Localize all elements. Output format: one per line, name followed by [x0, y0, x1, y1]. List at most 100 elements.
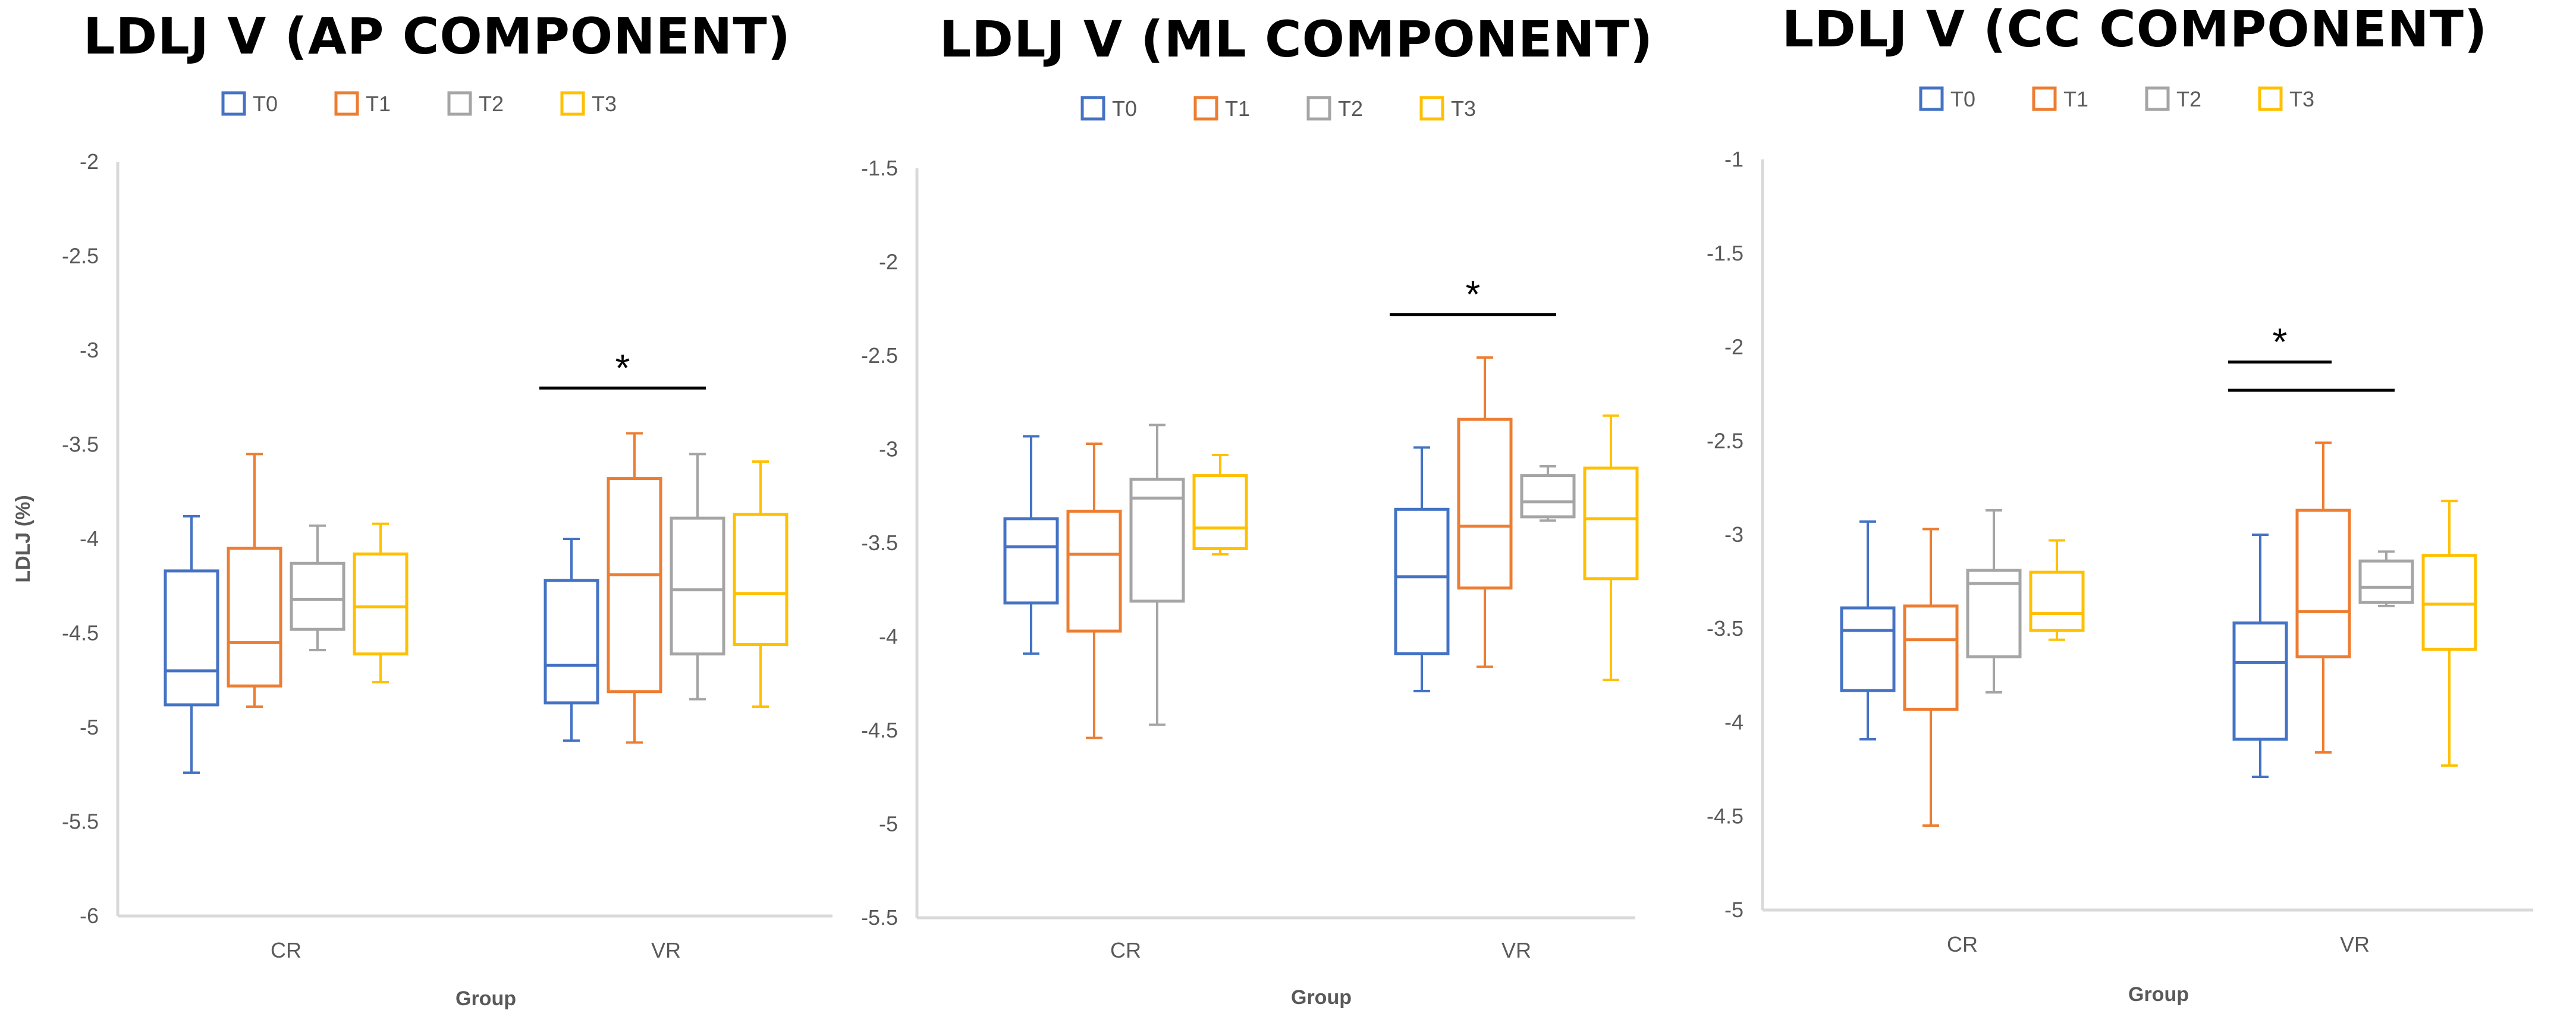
- chart-title: LDLJ V (AP COMPONENT): [83, 7, 791, 65]
- y-tick-label: -6: [80, 903, 99, 928]
- box-t3-vr: [2421, 500, 2477, 767]
- box-t2-vr: [2358, 550, 2414, 607]
- legend-label-t0: T0: [1950, 87, 1975, 111]
- y-tick-label: -5: [879, 812, 898, 836]
- significance-star: *: [1466, 273, 1481, 316]
- box-iqr: [1394, 507, 1450, 655]
- significance-star: *: [2273, 321, 2288, 363]
- box-t0-cr: [1840, 520, 1896, 741]
- box-t0-cr: [1003, 435, 1059, 655]
- y-tick-label: -4.5: [861, 718, 898, 742]
- legend-swatch-t0: [1919, 86, 1944, 111]
- box-iqr: [227, 547, 282, 688]
- legend-label-t1: T1: [366, 92, 391, 116]
- box-iqr: [733, 513, 788, 647]
- box-iqr: [290, 561, 345, 631]
- x-axis-title: Group: [2128, 983, 2189, 1006]
- y-axis-title: LDLJ (%): [12, 495, 34, 582]
- box-t1-vr: [607, 432, 662, 744]
- box-iqr: [1066, 509, 1122, 633]
- y-tick-label: -3.5: [1707, 616, 1743, 641]
- chart-title: LDLJ V (CC COMPONENT): [1782, 0, 2488, 58]
- x-tick-label: VR: [1501, 938, 1531, 962]
- legend-swatch-t0: [221, 91, 246, 116]
- legend-label-t3: T3: [2289, 87, 2314, 111]
- legend-label-t0: T0: [1112, 96, 1137, 121]
- box-t3-vr: [1583, 414, 1639, 681]
- box-iqr: [1583, 466, 1639, 581]
- box-t0-vr: [544, 538, 599, 742]
- x-axis-title: Group: [455, 987, 516, 1010]
- box-iqr: [2232, 621, 2288, 741]
- legend-label-t2: T2: [1338, 96, 1363, 121]
- y-tick-label: -2: [879, 250, 898, 274]
- x-tick-label: CR: [1110, 938, 1141, 962]
- box-iqr: [1192, 474, 1248, 550]
- x-tick-label: CR: [271, 938, 301, 962]
- box-iqr: [1129, 478, 1185, 603]
- x-tick-label: VR: [651, 938, 681, 962]
- box-t1-cr: [1066, 443, 1122, 739]
- legend-swatch-t1: [334, 91, 359, 116]
- x-tick-label: CR: [1947, 932, 1978, 956]
- legend-swatch-t1: [1193, 96, 1218, 121]
- x-axis-title: Group: [1291, 986, 1352, 1009]
- box-t2-cr: [1966, 509, 2022, 694]
- y-tick-label: -4: [80, 526, 99, 551]
- y-tick-label: -3.5: [861, 531, 898, 555]
- box-t1-cr: [227, 453, 282, 708]
- significance-star: *: [615, 346, 630, 389]
- box-t2-cr: [290, 524, 345, 652]
- legend-label-t2: T2: [2176, 87, 2201, 111]
- legend-swatch-t1: [2032, 86, 2057, 111]
- box-t0-vr: [2232, 534, 2288, 778]
- x-tick-label: VR: [2340, 932, 2370, 956]
- box-t0-vr: [1394, 446, 1450, 692]
- legend-swatch-t3: [2258, 86, 2283, 111]
- box-t3-cr: [353, 522, 409, 683]
- y-tick-label: -1.5: [1707, 241, 1743, 265]
- y-tick-label: -4.5: [1707, 804, 1743, 828]
- box-iqr: [2421, 554, 2477, 651]
- y-tick-label: -4.5: [62, 621, 99, 645]
- y-tick-label: -1: [1724, 147, 1743, 171]
- box-t3-cr: [1192, 453, 1248, 556]
- box-t1-vr: [2295, 441, 2351, 754]
- box-iqr: [2358, 559, 2414, 604]
- y-tick-label: -3: [879, 437, 898, 462]
- box-iqr: [1520, 474, 1576, 519]
- chart-title: LDLJ V (ML COMPONENT): [940, 10, 1654, 68]
- box-t1-cr: [1903, 528, 1959, 827]
- box-iqr: [1003, 517, 1059, 605]
- y-tick-label: -5.5: [62, 810, 99, 834]
- y-tick-label: -2.5: [1707, 428, 1743, 453]
- legend-swatch-t2: [1306, 96, 1331, 121]
- box-t2-vr: [1520, 465, 1576, 522]
- box-t3-vr: [733, 460, 788, 708]
- box-iqr: [670, 516, 725, 655]
- legend-label-t2: T2: [479, 92, 504, 116]
- legend-label-t3: T3: [592, 92, 617, 116]
- y-tick-label: -2: [80, 149, 99, 174]
- y-tick-label: -5: [80, 715, 99, 739]
- y-tick-label: -2: [1724, 335, 1743, 359]
- chart-panel-1: LDLJ V (AP COMPONENT) T0 T1 T2 T3 -2 -2.5 -3 -3.…: [12, 7, 833, 1010]
- box-iqr: [2029, 570, 2085, 632]
- y-tick-label: -4: [879, 625, 898, 649]
- y-tick-label: -2.5: [62, 244, 99, 268]
- box-iqr: [164, 569, 219, 707]
- y-tick-label: -4: [1724, 710, 1743, 735]
- legend-label-t1: T1: [1225, 96, 1250, 121]
- legend-swatch-t3: [560, 91, 585, 116]
- y-tick-label: -5: [1724, 898, 1743, 922]
- box-iqr: [607, 477, 662, 694]
- y-tick-label: -5.5: [861, 905, 898, 930]
- box-t2-vr: [670, 453, 725, 701]
- legend-label-t3: T3: [1451, 96, 1476, 121]
- box-iqr: [2295, 509, 2351, 658]
- box-iqr: [1840, 606, 1896, 692]
- box-iqr: [1457, 418, 1513, 590]
- y-tick-label: -3: [80, 338, 99, 362]
- legend-swatch-t2: [2145, 86, 2170, 111]
